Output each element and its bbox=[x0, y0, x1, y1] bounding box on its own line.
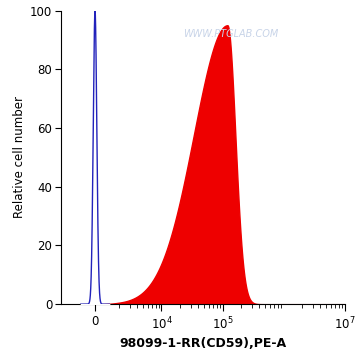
Text: WWW.PTGLAB.COM: WWW.PTGLAB.COM bbox=[183, 29, 279, 39]
Y-axis label: Relative cell number: Relative cell number bbox=[13, 96, 26, 218]
X-axis label: 98099-1-RR(CD59),PE-A: 98099-1-RR(CD59),PE-A bbox=[119, 337, 286, 350]
